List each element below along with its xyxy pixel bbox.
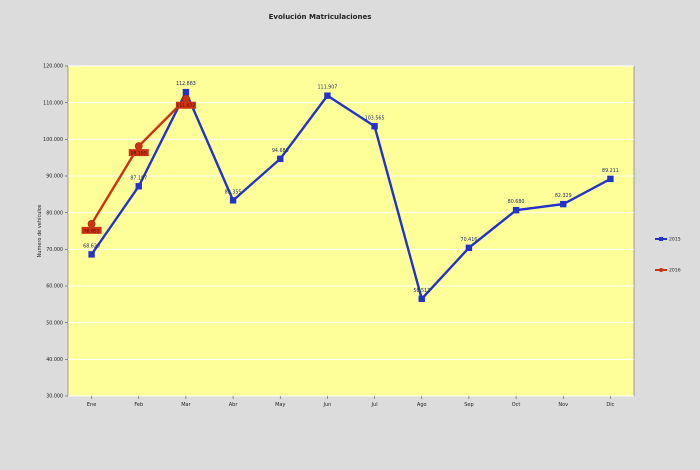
data-label-2016: 98.155 [131, 151, 147, 157]
chart-title: Evolución Matriculaciones [269, 13, 372, 21]
data-point-2015 [560, 200, 567, 208]
y-tick-label: 110.000 [43, 100, 63, 106]
x-tick-label: Ene [87, 402, 96, 408]
data-label-2015: 68.620 [83, 243, 100, 249]
data-label-2015: 80.680 [508, 199, 525, 205]
legend-marker-2016 [659, 268, 663, 272]
data-point-2015 [277, 155, 284, 163]
data-point-2016 [87, 219, 96, 228]
y-tick-label: 90.000 [46, 174, 63, 180]
y-tick-label: 80.000 [46, 210, 63, 216]
data-label-2015: 87.197 [130, 175, 147, 181]
data-point-2015 [418, 295, 425, 302]
legend-marker-2015 [659, 237, 663, 241]
data-label-2016: 111.072 [176, 103, 195, 109]
data-label-box-2016 [81, 226, 102, 234]
data-point-2015 [371, 123, 378, 130]
legend: 2015 2016 [655, 237, 681, 274]
x-tick-label: Oct [512, 402, 521, 408]
data-point-2015 [512, 206, 520, 214]
data-point-2016 [134, 142, 143, 150]
x-tick-label: Sep [464, 402, 473, 408]
data-label-box-2016 [128, 149, 149, 157]
data-label-2016: 76.951 [84, 228, 100, 234]
x-tick-label: May [275, 402, 285, 408]
x-tick-label: Dic [606, 402, 614, 408]
data-label-2015: 82.329 [555, 193, 572, 199]
y-tick-label: 50.000 [46, 320, 63, 326]
data-point-2015 [182, 88, 190, 96]
data-label-2015: 94.680 [272, 148, 289, 154]
data-labels: 68.620 87.197 112.883 83.355 94.680 111.907 10… [81, 81, 619, 294]
plot-area [67, 65, 635, 397]
data-label-2015: 89.211 [602, 168, 619, 174]
x-tick-label: Ago [417, 402, 427, 408]
data-label-2015: 111.907 [317, 85, 337, 91]
data-label-2015: 83.355 [225, 189, 242, 195]
data-point-2016 [182, 94, 190, 103]
data-point-2015 [229, 197, 237, 204]
x-tick-label: Jun [323, 402, 332, 408]
data-label-2015: 70.416 [461, 237, 478, 243]
axes: 30.000 40.000 50.000 60.000 70.000 80.000 90.0… [43, 64, 614, 408]
data-point-2015 [135, 183, 142, 190]
data-label-2015: 112.883 [176, 81, 196, 87]
y-tick-label: 30.000 [46, 394, 63, 400]
legend-label-2016: 2016 [669, 268, 681, 274]
data-label-2015: 56.513 [413, 288, 430, 294]
x-tick-label: Nov [558, 402, 568, 408]
y-tick-label: 100.000 [43, 137, 63, 143]
data-label-2015: 103.565 [365, 115, 385, 121]
x-tick-label: Jul [371, 402, 378, 408]
data-point-2015 [465, 244, 473, 252]
x-tick-label: Feb [134, 402, 143, 408]
x-tick-label: Abr [229, 402, 239, 408]
data-point-2015 [324, 92, 331, 99]
y-tick-label: 120.000 [43, 64, 63, 70]
y-tick-label: 70.000 [46, 247, 63, 253]
y-tick-label: 60.000 [46, 284, 63, 290]
grid [68, 65, 634, 397]
y-axis-label: Numero de vehículos [36, 204, 43, 257]
data-label-box-2016 [175, 101, 196, 109]
data-point-2015 [88, 251, 95, 258]
x-tick-label: Mar [181, 402, 191, 408]
legend-label-2015: 2015 [669, 237, 681, 243]
data-point-2015 [607, 175, 614, 183]
y-tick-label: 40.000 [46, 357, 63, 363]
